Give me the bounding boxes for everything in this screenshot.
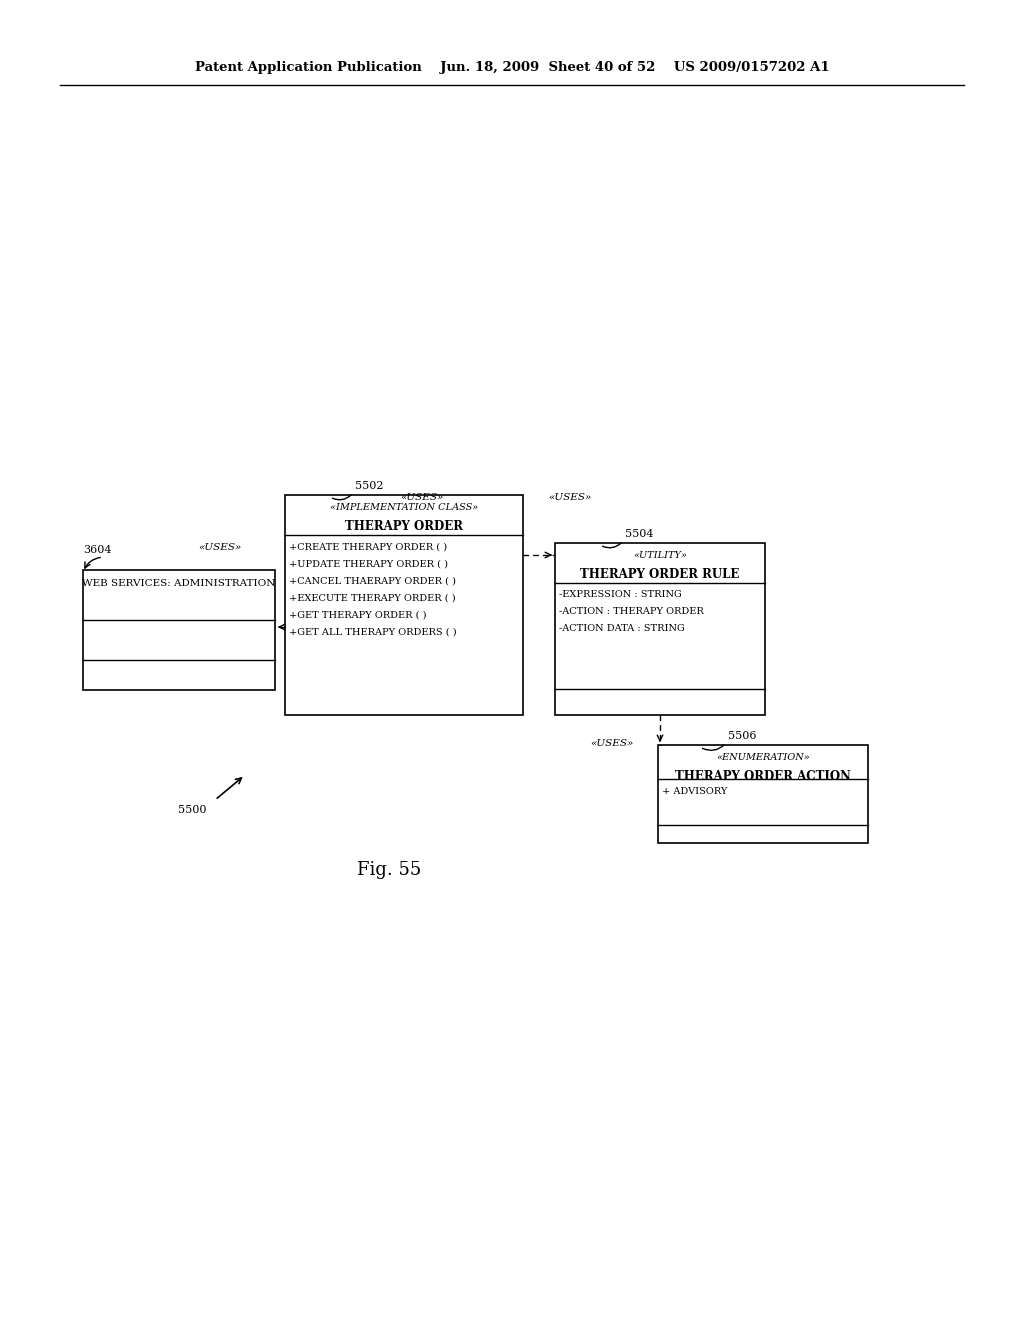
Text: -EXPRESSION : STRING: -EXPRESSION : STRING [559,590,682,599]
Text: 3604: 3604 [83,545,112,554]
Text: «ENUMERATION»: «ENUMERATION» [716,754,810,763]
Text: WEB SERVICES: ADMINISTRATION: WEB SERVICES: ADMINISTRATION [82,579,275,589]
Text: + ADVISORY: + ADVISORY [662,787,727,796]
Text: +EXECUTE THERAPY ORDER ( ): +EXECUTE THERAPY ORDER ( ) [289,594,456,603]
Text: THERAPY ORDER ACTION: THERAPY ORDER ACTION [675,771,851,783]
Text: «USES»: «USES» [548,494,592,503]
Text: THERAPY ORDER RULE: THERAPY ORDER RULE [581,569,739,581]
Text: Fig. 55: Fig. 55 [357,861,421,879]
Text: -ACTION : THERAPY ORDER: -ACTION : THERAPY ORDER [559,607,703,616]
Text: «UTILITY»: «UTILITY» [633,552,687,561]
Bar [555,543,765,715]
Text: Patent Application Publication    Jun. 18, 2009  Sheet 40 of 52    US 2009/01572: Patent Application Publication Jun. 18, … [195,62,829,74]
Text: +UPDATE THERAPY ORDER ( ): +UPDATE THERAPY ORDER ( ) [289,560,449,569]
Text: -ACTION DATA : STRING: -ACTION DATA : STRING [559,624,685,634]
Text: +GET ALL THERAPY ORDERS ( ): +GET ALL THERAPY ORDERS ( ) [289,628,457,638]
Text: 5504: 5504 [625,529,653,539]
Text: +CREATE THERAPY ORDER ( ): +CREATE THERAPY ORDER ( ) [289,543,447,550]
Text: 5506: 5506 [728,731,757,741]
Text: «USES»: «USES» [590,738,634,747]
Text: «USES»: «USES» [400,494,443,503]
Bar [285,495,523,715]
Text: 5500: 5500 [178,805,206,814]
Bar [658,744,868,843]
Text: +GET THERAPY ORDER ( ): +GET THERAPY ORDER ( ) [289,611,427,620]
Text: 5502: 5502 [355,480,384,491]
Text: THERAPY ORDER: THERAPY ORDER [345,520,463,533]
Text: «USES»: «USES» [199,544,242,553]
Text: «IMPLEMENTATION CLASS»: «IMPLEMENTATION CLASS» [330,503,478,512]
Text: +CANCEL THAERAPY ORDER ( ): +CANCEL THAERAPY ORDER ( ) [289,577,456,586]
Bar [83,570,275,690]
